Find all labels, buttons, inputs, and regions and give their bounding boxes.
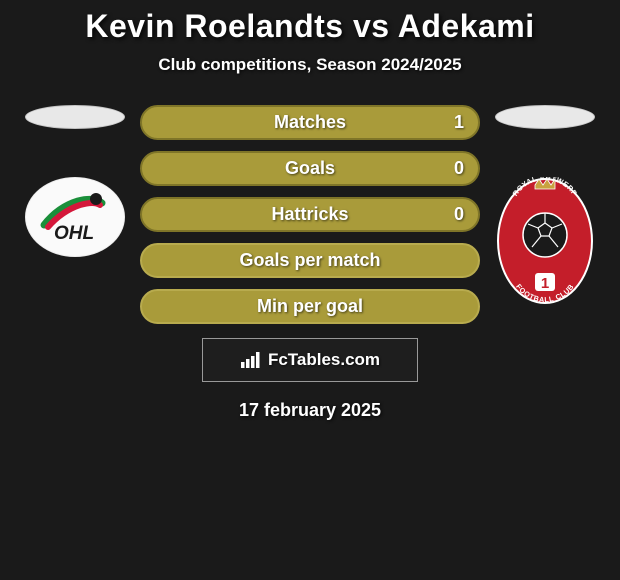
watermark-text: FcTables.com [268,350,380,370]
date: 17 february 2025 [239,400,381,421]
left-club-logo: OHL [25,177,125,257]
stat-bar-goals: Goals 0 [140,151,480,186]
right-player-col: ROYAL ANTWERP FOOTBALL CLUB [480,105,610,305]
page-title: Kevin Roelandts vs Adekami [85,8,534,45]
stat-label: Hattricks [271,204,348,225]
ohl-logo-icon: OHL [36,187,114,247]
antwerp-badge-number: 1 [541,275,549,292]
svg-text:OHL: OHL [54,223,94,244]
subtitle: Club competitions, Season 2024/2025 [158,55,461,75]
stat-bar-min-per-goal: Min per goal [140,289,480,324]
left-player-ellipse [25,105,125,129]
right-club-logo: ROYAL ANTWERP FOOTBALL CLUB [496,177,594,305]
stat-label: Min per goal [257,296,363,317]
watermark: FcTables.com [202,338,418,382]
stat-bar-hattricks: Hattricks 0 [140,197,480,232]
stat-bar-matches: Matches 1 [140,105,480,140]
stat-value-right: 0 [454,158,464,179]
stat-bar-goals-per-match: Goals per match [140,243,480,278]
left-player-col: OHL [10,105,140,257]
right-player-ellipse [495,105,595,129]
comparison-row: OHL Matches 1 Goals 0 Hattricks 0 Goals … [0,105,620,324]
stat-label: Goals [285,158,335,179]
stat-value-right: 1 [454,112,464,133]
chart-icon [240,351,262,369]
stats-bars: Matches 1 Goals 0 Hattricks 0 Goals per … [140,105,480,324]
antwerp-logo-icon: ROYAL ANTWERP FOOTBALL CLUB [496,177,594,305]
stat-label: Goals per match [239,250,380,271]
stat-label: Matches [274,112,346,133]
stat-value-right: 0 [454,204,464,225]
